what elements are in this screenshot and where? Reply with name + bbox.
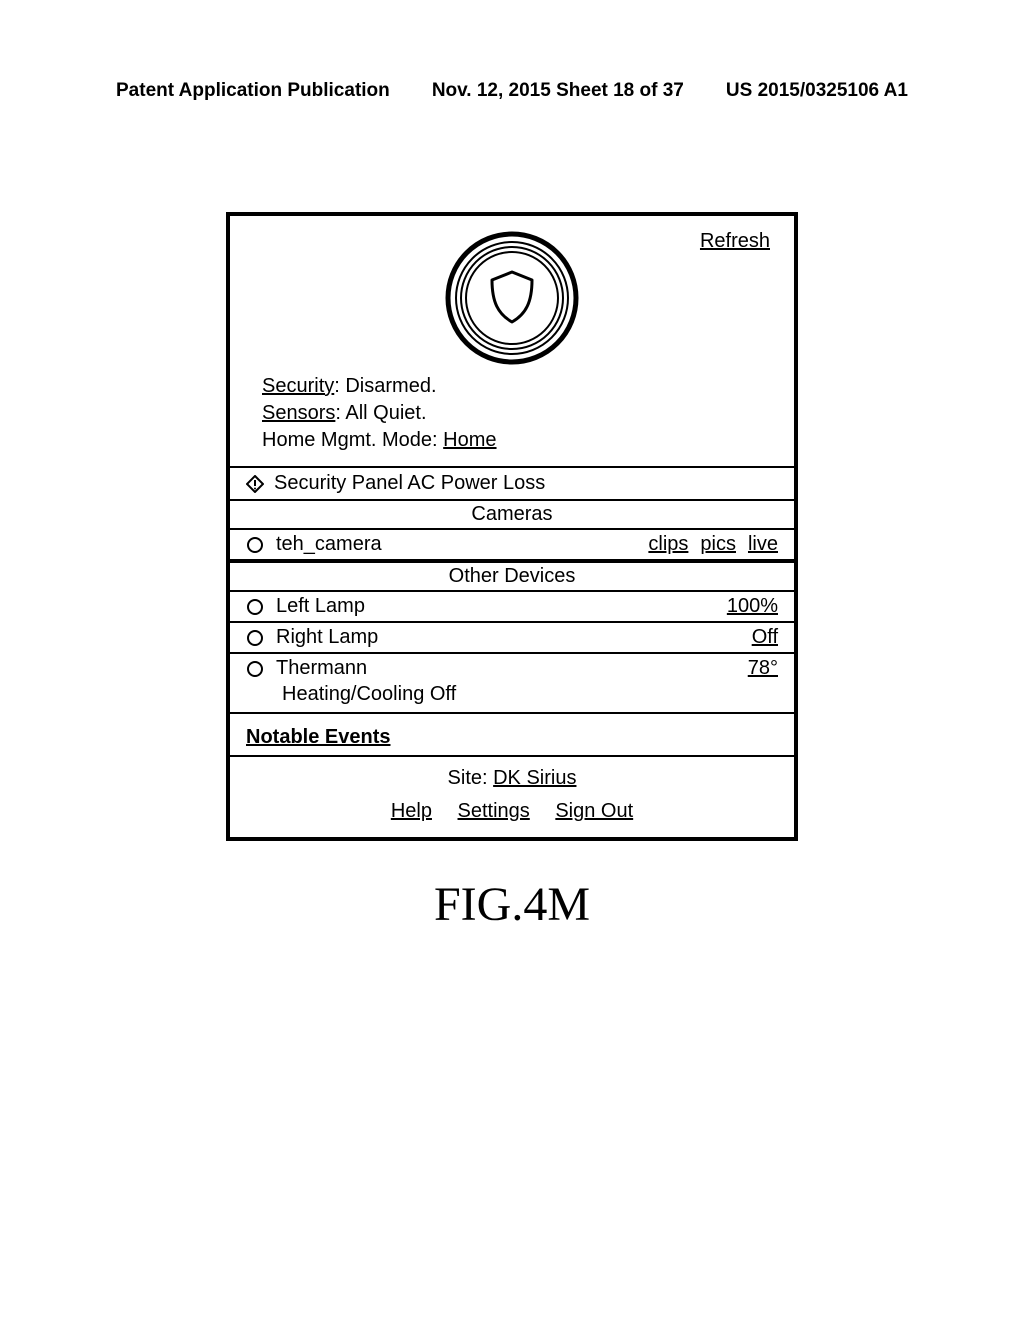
footer-links: Help Settings Sign Out bbox=[230, 794, 794, 823]
settings-link[interactable]: Settings bbox=[458, 800, 530, 822]
shield-icon bbox=[254, 230, 770, 371]
sensors-value: : All Quiet. bbox=[335, 402, 426, 424]
sensors-status: Sensors: All Quiet. bbox=[262, 400, 762, 427]
mode-value[interactable]: Home bbox=[443, 429, 496, 451]
device-row-left-lamp: Left Lamp 100% bbox=[230, 592, 794, 623]
pics-link[interactable]: pics bbox=[700, 533, 736, 556]
device-bullet-icon bbox=[246, 598, 264, 616]
site-link[interactable]: DK Sirius bbox=[493, 767, 576, 789]
header-center: Nov. 12, 2015 Sheet 18 of 37 bbox=[432, 80, 684, 102]
device-name: Right Lamp bbox=[276, 626, 740, 649]
help-link[interactable]: Help bbox=[391, 800, 432, 822]
security-label: Security bbox=[262, 375, 334, 397]
alert-row: Security Panel AC Power Loss bbox=[230, 466, 794, 499]
device-row-thermann: Thermann 78° bbox=[230, 654, 794, 683]
panel-top: Refresh Security: Disarmed. Sensors: All… bbox=[230, 230, 794, 466]
header-left: Patent Application Publication bbox=[116, 80, 390, 102]
camera-row: teh_camera clips pics live bbox=[230, 530, 794, 561]
device-bullet-icon bbox=[246, 629, 264, 647]
camera-links: clips pics live bbox=[648, 533, 778, 556]
sensors-label: Sensors bbox=[262, 402, 335, 424]
cameras-header: Cameras bbox=[230, 499, 794, 530]
camera-name: teh_camera bbox=[276, 533, 636, 556]
thermostat-sub: Heating/Cooling Off bbox=[230, 683, 794, 714]
camera-bullet-icon bbox=[246, 536, 264, 554]
site-row: Site: DK Sirius bbox=[230, 757, 794, 794]
device-bullet-icon bbox=[246, 660, 264, 678]
clips-link[interactable]: clips bbox=[648, 533, 688, 556]
status-block: Security: Disarmed. Sensors: All Quiet. … bbox=[254, 373, 770, 460]
site-label: Site: bbox=[448, 767, 494, 789]
page: Patent Application Publication Nov. 12, … bbox=[0, 0, 1024, 1320]
device-name: Thermann bbox=[276, 657, 736, 680]
signout-link[interactable]: Sign Out bbox=[555, 800, 633, 822]
figure-caption: FIG.4M bbox=[110, 877, 914, 932]
notable-events-link[interactable]: Notable Events bbox=[230, 714, 794, 757]
live-link[interactable]: live bbox=[748, 533, 778, 556]
device-value[interactable]: Off bbox=[752, 626, 778, 649]
device-row-right-lamp: Right Lamp Off bbox=[230, 623, 794, 654]
refresh-link[interactable]: Refresh bbox=[700, 230, 770, 253]
alert-text: Security Panel AC Power Loss bbox=[274, 472, 545, 495]
device-value[interactable]: 78° bbox=[748, 657, 778, 680]
security-value: : Disarmed. bbox=[334, 375, 436, 397]
device-value[interactable]: 100% bbox=[727, 595, 778, 618]
devices-header: Other Devices bbox=[230, 561, 794, 592]
ui-panel: Refresh Security: Disarmed. Sensors: All… bbox=[226, 212, 798, 841]
alert-icon bbox=[246, 475, 264, 493]
security-status: Security: Disarmed. bbox=[262, 373, 762, 400]
mode-label: Home Mgmt. Mode: bbox=[262, 429, 443, 451]
patent-header: Patent Application Publication Nov. 12, … bbox=[110, 80, 914, 102]
mode-status: Home Mgmt. Mode: Home bbox=[262, 427, 762, 454]
device-name: Left Lamp bbox=[276, 595, 715, 618]
header-right: US 2015/0325106 A1 bbox=[726, 80, 908, 102]
